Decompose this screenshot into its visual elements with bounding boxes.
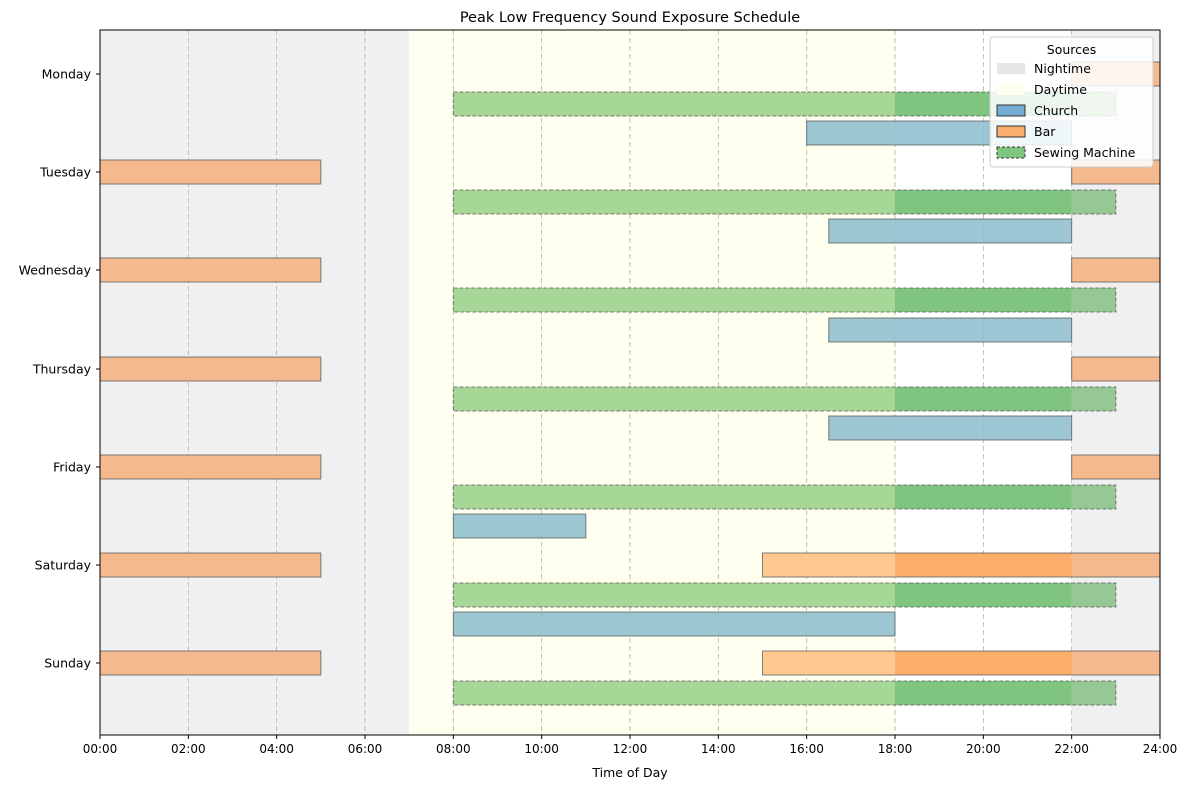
x-tick-label-0: 00:00 <box>83 742 118 756</box>
sewing-machine-bar-3-2 <box>895 387 1072 411</box>
sewing-machine-bar-outline-5 <box>452 582 1117 608</box>
x-tick-label-9: 18:00 <box>878 742 913 756</box>
bar-bar-10-2 <box>895 553 1072 577</box>
x-tick-label-4: 08:00 <box>436 742 471 756</box>
bar-bar-9-0 <box>100 553 321 577</box>
x-tick-label-2: 04:00 <box>259 742 294 756</box>
sewing-machine-bar-4-2 <box>895 485 1072 509</box>
y-tick-label-sunday: Sunday <box>44 656 91 671</box>
bars <box>99 61 1161 706</box>
legend-swatch-bar <box>996 125 1026 138</box>
bar-bar-6-3 <box>1071 357 1160 381</box>
x-tick-label-3: 06:00 <box>348 742 383 756</box>
sewing-machine-bar-0-1 <box>453 92 895 116</box>
church-bar-outline-4 <box>452 513 587 539</box>
sewing-machine-bar-outline-6 <box>452 680 1117 706</box>
bar-bar-3-0 <box>100 258 321 282</box>
church-bar-5-1 <box>453 612 895 636</box>
bar-bar-8-3 <box>1071 455 1160 479</box>
chart-title: Peak Low Frequency Sound Exposure Schedu… <box>460 10 800 26</box>
bar-bar-11-0 <box>100 651 321 675</box>
legend-swatch-sewing-machine <box>996 146 1026 159</box>
y-tick-label-wednesday: Wednesday <box>19 263 92 278</box>
church-bar-2-2 <box>895 318 1072 342</box>
bar-bar-12-3 <box>1071 651 1160 675</box>
sewing-machine-bar-5-2 <box>895 583 1072 607</box>
bar-bar-12-2 <box>895 651 1072 675</box>
church-bar-0-1 <box>806 121 895 145</box>
legend-label-church: Church <box>1034 103 1078 118</box>
sewing-machine-bar-outline-4 <box>452 484 1117 510</box>
x-tick-label-6: 12:00 <box>613 742 648 756</box>
y-axis-ticks: Monday Tuesday Wednesday Thursday Friday Satu… <box>19 67 100 671</box>
bar-bar-4-3 <box>1071 258 1160 282</box>
sewing-machine-bar-3-3 <box>1071 387 1116 411</box>
x-tick-label-7: 14:00 <box>701 742 736 756</box>
legend-label-bar: Bar <box>1034 124 1056 139</box>
legend-title: Sources <box>1047 42 1096 57</box>
sewing-machine-bar-6-2 <box>895 681 1072 705</box>
church-bar-4-1 <box>453 514 586 538</box>
x-tick-label-5: 10:00 <box>524 742 559 756</box>
sewing-machine-bar-3-1 <box>453 387 895 411</box>
sewing-machine-bar-4-1 <box>453 485 895 509</box>
bar-bar-10-3 <box>1071 553 1160 577</box>
sewing-machine-bar-2-1 <box>453 288 895 312</box>
bar-bar-10-1 <box>762 553 895 577</box>
y-tick-label-saturday: Saturday <box>35 558 92 573</box>
sewing-machine-bar-outline-3 <box>452 386 1117 412</box>
sewing-machine-bar-4-3 <box>1071 485 1116 509</box>
y-tick-label-tuesday: Tuesday <box>39 165 91 180</box>
bar-bar-7-0 <box>100 455 321 479</box>
sewing-machine-bar-2-3 <box>1071 288 1116 312</box>
church-bar-outline-1 <box>828 218 1073 244</box>
legend: Sources Nightime Daytime Church Bar Sewing Ma… <box>989 36 1154 168</box>
sewing-machine-bar-5-3 <box>1071 583 1116 607</box>
legend-label-sewing-machine: Sewing Machine <box>1034 145 1136 160</box>
sewing-machine-bar-1-2 <box>895 190 1072 214</box>
sewing-machine-bar-6-1 <box>453 681 895 705</box>
x-tick-label-8: 16:00 <box>789 742 824 756</box>
x-tick-label-11: 22:00 <box>1054 742 1089 756</box>
church-bar-2-1 <box>828 318 895 342</box>
sewing-machine-bar-5-1 <box>453 583 895 607</box>
legend-swatch-daytime <box>997 84 1025 95</box>
church-bar-outline-5 <box>452 611 896 637</box>
x-tick-label-10: 20:00 <box>966 742 1001 756</box>
y-tick-label-friday: Friday <box>53 460 91 475</box>
bar-bar-12-1 <box>762 651 895 675</box>
background-period-nightime-0 <box>100 30 410 735</box>
bar-bar-1-0 <box>100 160 321 184</box>
legend-swatch-nightime <box>997 63 1025 74</box>
church-bar-3-1 <box>828 416 895 440</box>
x-axis-label: Time of Day <box>591 765 668 780</box>
church-bar-1-1 <box>828 219 895 243</box>
legend-box <box>989 36 1154 168</box>
sewing-machine-bar-1-1 <box>453 190 895 214</box>
sewing-machine-bar-outline-1 <box>452 189 1117 215</box>
church-bar-3-2 <box>895 416 1072 440</box>
y-tick-label-thursday: Thursday <box>32 362 92 377</box>
legend-swatch-church <box>996 104 1026 117</box>
x-tick-label-12: 24:00 <box>1143 742 1178 756</box>
church-bar-1-2 <box>895 219 1072 243</box>
church-bar-outline-2 <box>828 317 1073 343</box>
sewing-machine-bar-1-3 <box>1071 190 1116 214</box>
x-tick-label-1: 02:00 <box>171 742 206 756</box>
legend-label-nightime: Nightime <box>1034 61 1091 76</box>
sewing-machine-bar-6-3 <box>1071 681 1116 705</box>
sewing-machine-bar-2-2 <box>895 288 1072 312</box>
legend-label-daytime: Daytime <box>1034 82 1087 97</box>
church-bar-outline-3 <box>828 415 1073 441</box>
bar-bar-5-0 <box>100 357 321 381</box>
sewing-machine-bar-outline-2 <box>452 287 1117 313</box>
x-axis-ticks: 00:00 02:00 04:00 06:00 08:00 10:00 12:00 14:00… <box>83 735 1178 756</box>
y-tick-label-monday: Monday <box>42 67 92 82</box>
